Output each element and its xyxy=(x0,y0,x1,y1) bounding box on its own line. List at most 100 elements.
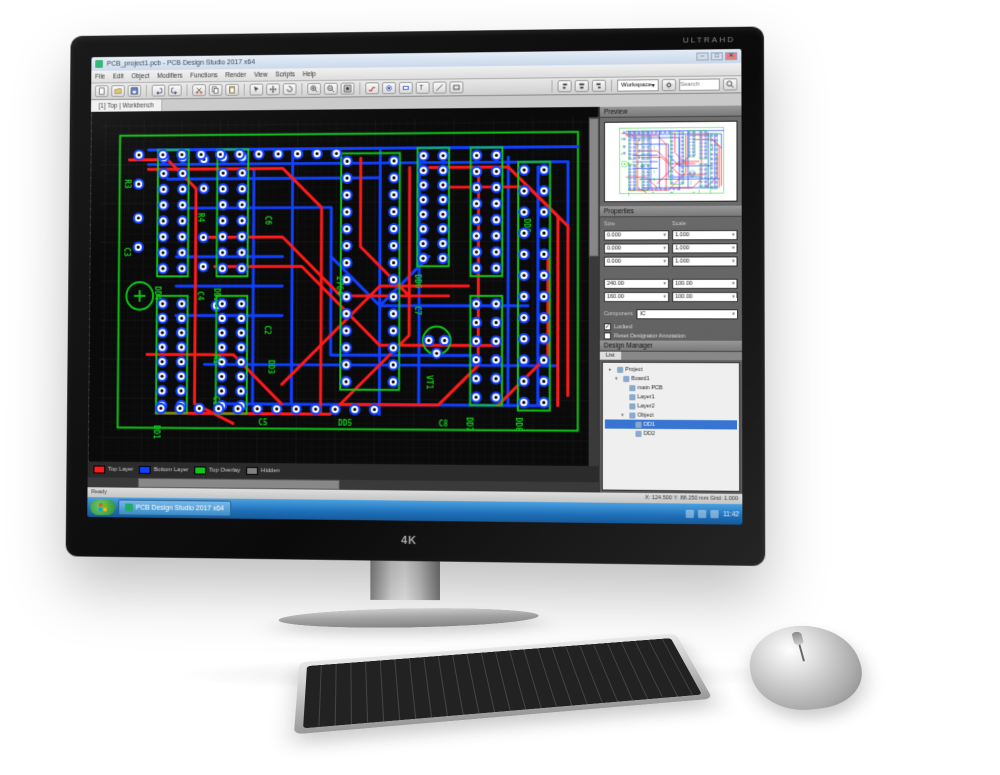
search-button[interactable] xyxy=(723,78,737,90)
prop-y1[interactable]: 0.000 xyxy=(604,243,669,253)
menu-functions[interactable]: Functions xyxy=(190,72,217,79)
workspace-combo[interactable]: Workspace▾ xyxy=(617,79,659,92)
locked-checkbox[interactable]: Locked xyxy=(600,322,742,331)
cut-button[interactable] xyxy=(192,84,206,96)
pcb-canvas[interactable]: R3C3DD4DD1R4C4DD2DD3R1C1C6C2C52764DD5DD6… xyxy=(88,107,599,466)
svg-text:DD5: DD5 xyxy=(338,419,352,428)
minimize-button[interactable]: – xyxy=(696,52,708,60)
move-button[interactable] xyxy=(266,83,280,95)
svg-text:R3: R3 xyxy=(620,138,622,140)
monitor-brand-top: ULTRAHD xyxy=(683,35,735,45)
menu-modifiers[interactable]: Modifiers xyxy=(157,72,183,79)
menu-render[interactable]: Render xyxy=(225,71,246,78)
prop-sy[interactable]: 1.000 xyxy=(672,243,738,253)
align-left-button[interactable] xyxy=(558,80,572,92)
menu-view[interactable]: View xyxy=(254,71,268,78)
redo-button[interactable] xyxy=(168,84,182,96)
copy-button[interactable] xyxy=(209,84,223,96)
pad-button[interactable] xyxy=(399,82,413,94)
svg-text:R3: R3 xyxy=(122,179,131,189)
zoom-out-button[interactable] xyxy=(324,83,338,95)
rect-button[interactable] xyxy=(449,81,463,93)
svg-text:DD7: DD7 xyxy=(698,190,700,193)
svg-text:C7: C7 xyxy=(686,166,688,168)
maximize-button[interactable]: □ xyxy=(711,52,723,60)
tray-network-icon[interactable] xyxy=(686,510,694,518)
svg-text:DD6: DD6 xyxy=(413,274,422,289)
taskbar-app-icon xyxy=(125,503,133,511)
legend-hidden[interactable]: Hidden xyxy=(246,467,279,475)
pcb-drawing: R3C3DD4DD1R4C4DD2DD3R1C1C6C2C52764DD5DD6… xyxy=(88,107,599,466)
align-center-button[interactable] xyxy=(575,80,589,92)
menu-object[interactable]: Object xyxy=(131,73,149,80)
menu-edit[interactable]: Edit xyxy=(113,73,124,80)
save-button[interactable] xyxy=(128,85,142,97)
via-button[interactable] xyxy=(382,82,396,94)
prop-z1[interactable]: 0.000 xyxy=(604,257,669,267)
mouse xyxy=(743,621,874,716)
tray-volume-icon[interactable] xyxy=(698,510,706,518)
tray-clock[interactable]: 11:42 xyxy=(723,511,739,518)
svg-text:R1: R1 xyxy=(641,177,643,179)
settings-button[interactable] xyxy=(662,79,676,91)
undo-button[interactable] xyxy=(152,85,166,97)
svg-text:DD6: DD6 xyxy=(686,159,688,162)
svg-text:DD3: DD3 xyxy=(653,178,655,181)
route-button[interactable] xyxy=(365,82,379,94)
tree-item[interactable]: DD2 xyxy=(605,429,737,439)
search-input[interactable] xyxy=(679,78,720,91)
zoom-in-button[interactable] xyxy=(307,83,321,95)
canvas-scroll-v[interactable] xyxy=(589,117,599,466)
paste-button[interactable] xyxy=(225,84,239,96)
tree-tab-list[interactable]: List xyxy=(600,352,621,360)
zoom-fit-button[interactable] xyxy=(341,83,355,95)
svg-text:DD8: DD8 xyxy=(709,190,711,193)
preview-thumbnail[interactable]: R3C3DD4DD1R4C4DD2DD3R1C1C6C2C52764DD5DD6… xyxy=(604,121,738,203)
prop-height[interactable]: 160.00 xyxy=(604,292,669,302)
prop-sz[interactable]: 1.000 xyxy=(672,256,738,266)
close-button[interactable]: ✕ xyxy=(725,52,737,60)
align-right-button[interactable] xyxy=(592,80,606,92)
menu-scripts[interactable]: Scripts xyxy=(275,71,294,78)
prop-dx[interactable]: 100.00 xyxy=(672,279,738,289)
menu-help[interactable]: Help xyxy=(303,71,316,78)
line-button[interactable] xyxy=(433,82,447,94)
legend-bottom-layer[interactable]: Bottom Layer xyxy=(139,466,188,474)
system-tray[interactable]: 11:42 xyxy=(686,510,739,519)
preview-panel-header[interactable]: Preview xyxy=(600,105,742,117)
tree-item[interactable]: ▸Project xyxy=(605,365,737,375)
prop-x1[interactable]: 0.000 xyxy=(604,230,669,240)
prop-section-size: Size xyxy=(604,221,669,227)
svg-text:R1: R1 xyxy=(212,355,221,365)
tab-workbench[interactable]: [1] Top | Workbench xyxy=(91,99,163,111)
svg-text:DD1: DD1 xyxy=(152,425,161,440)
legend-top-overlay[interactable]: Top Overlay xyxy=(194,466,240,474)
prop-width[interactable]: 240.00 xyxy=(604,279,669,289)
svg-text:C3: C3 xyxy=(122,247,131,257)
reset-annotation-checkbox[interactable]: Reset Designator Annotation xyxy=(600,331,742,340)
menu-file[interactable]: File xyxy=(95,73,105,80)
design-tree[interactable]: ▸Project▾Board1main PCBLayer1Layer2▾Obje… xyxy=(602,362,740,492)
svg-text:VT1: VT1 xyxy=(425,375,434,390)
component-combo[interactable]: IC xyxy=(637,309,738,319)
props-panel-header[interactable]: Properties xyxy=(600,206,742,218)
tray-shield-icon[interactable] xyxy=(711,510,719,518)
prop-dy[interactable]: 100.00 xyxy=(672,292,738,302)
legend-top-layer[interactable]: Top Layer xyxy=(93,466,133,474)
rotate-button[interactable] xyxy=(283,83,297,95)
open-button[interactable] xyxy=(111,85,125,97)
props-grid: Size Scale 0.000 1.000 0.000 1.000 0.000… xyxy=(600,217,742,271)
svg-text:DD4: DD4 xyxy=(627,162,629,165)
taskbar-app[interactable]: PCB Design Studio 2017 x64 xyxy=(118,499,231,516)
svg-text:VT1: VT1 xyxy=(689,181,691,184)
start-button[interactable] xyxy=(90,499,115,515)
select-button[interactable] xyxy=(250,84,264,96)
svg-text:DD8: DD8 xyxy=(514,417,523,432)
tree-panel-header[interactable]: Design Manager xyxy=(600,340,742,352)
svg-text:C2: C2 xyxy=(652,170,654,172)
text-button[interactable]: T xyxy=(416,82,430,94)
svg-text:2764: 2764 xyxy=(335,276,344,295)
svg-text:C4: C4 xyxy=(637,163,639,165)
prop-sx[interactable]: 1.000 xyxy=(672,230,738,240)
new-button[interactable] xyxy=(95,85,109,97)
